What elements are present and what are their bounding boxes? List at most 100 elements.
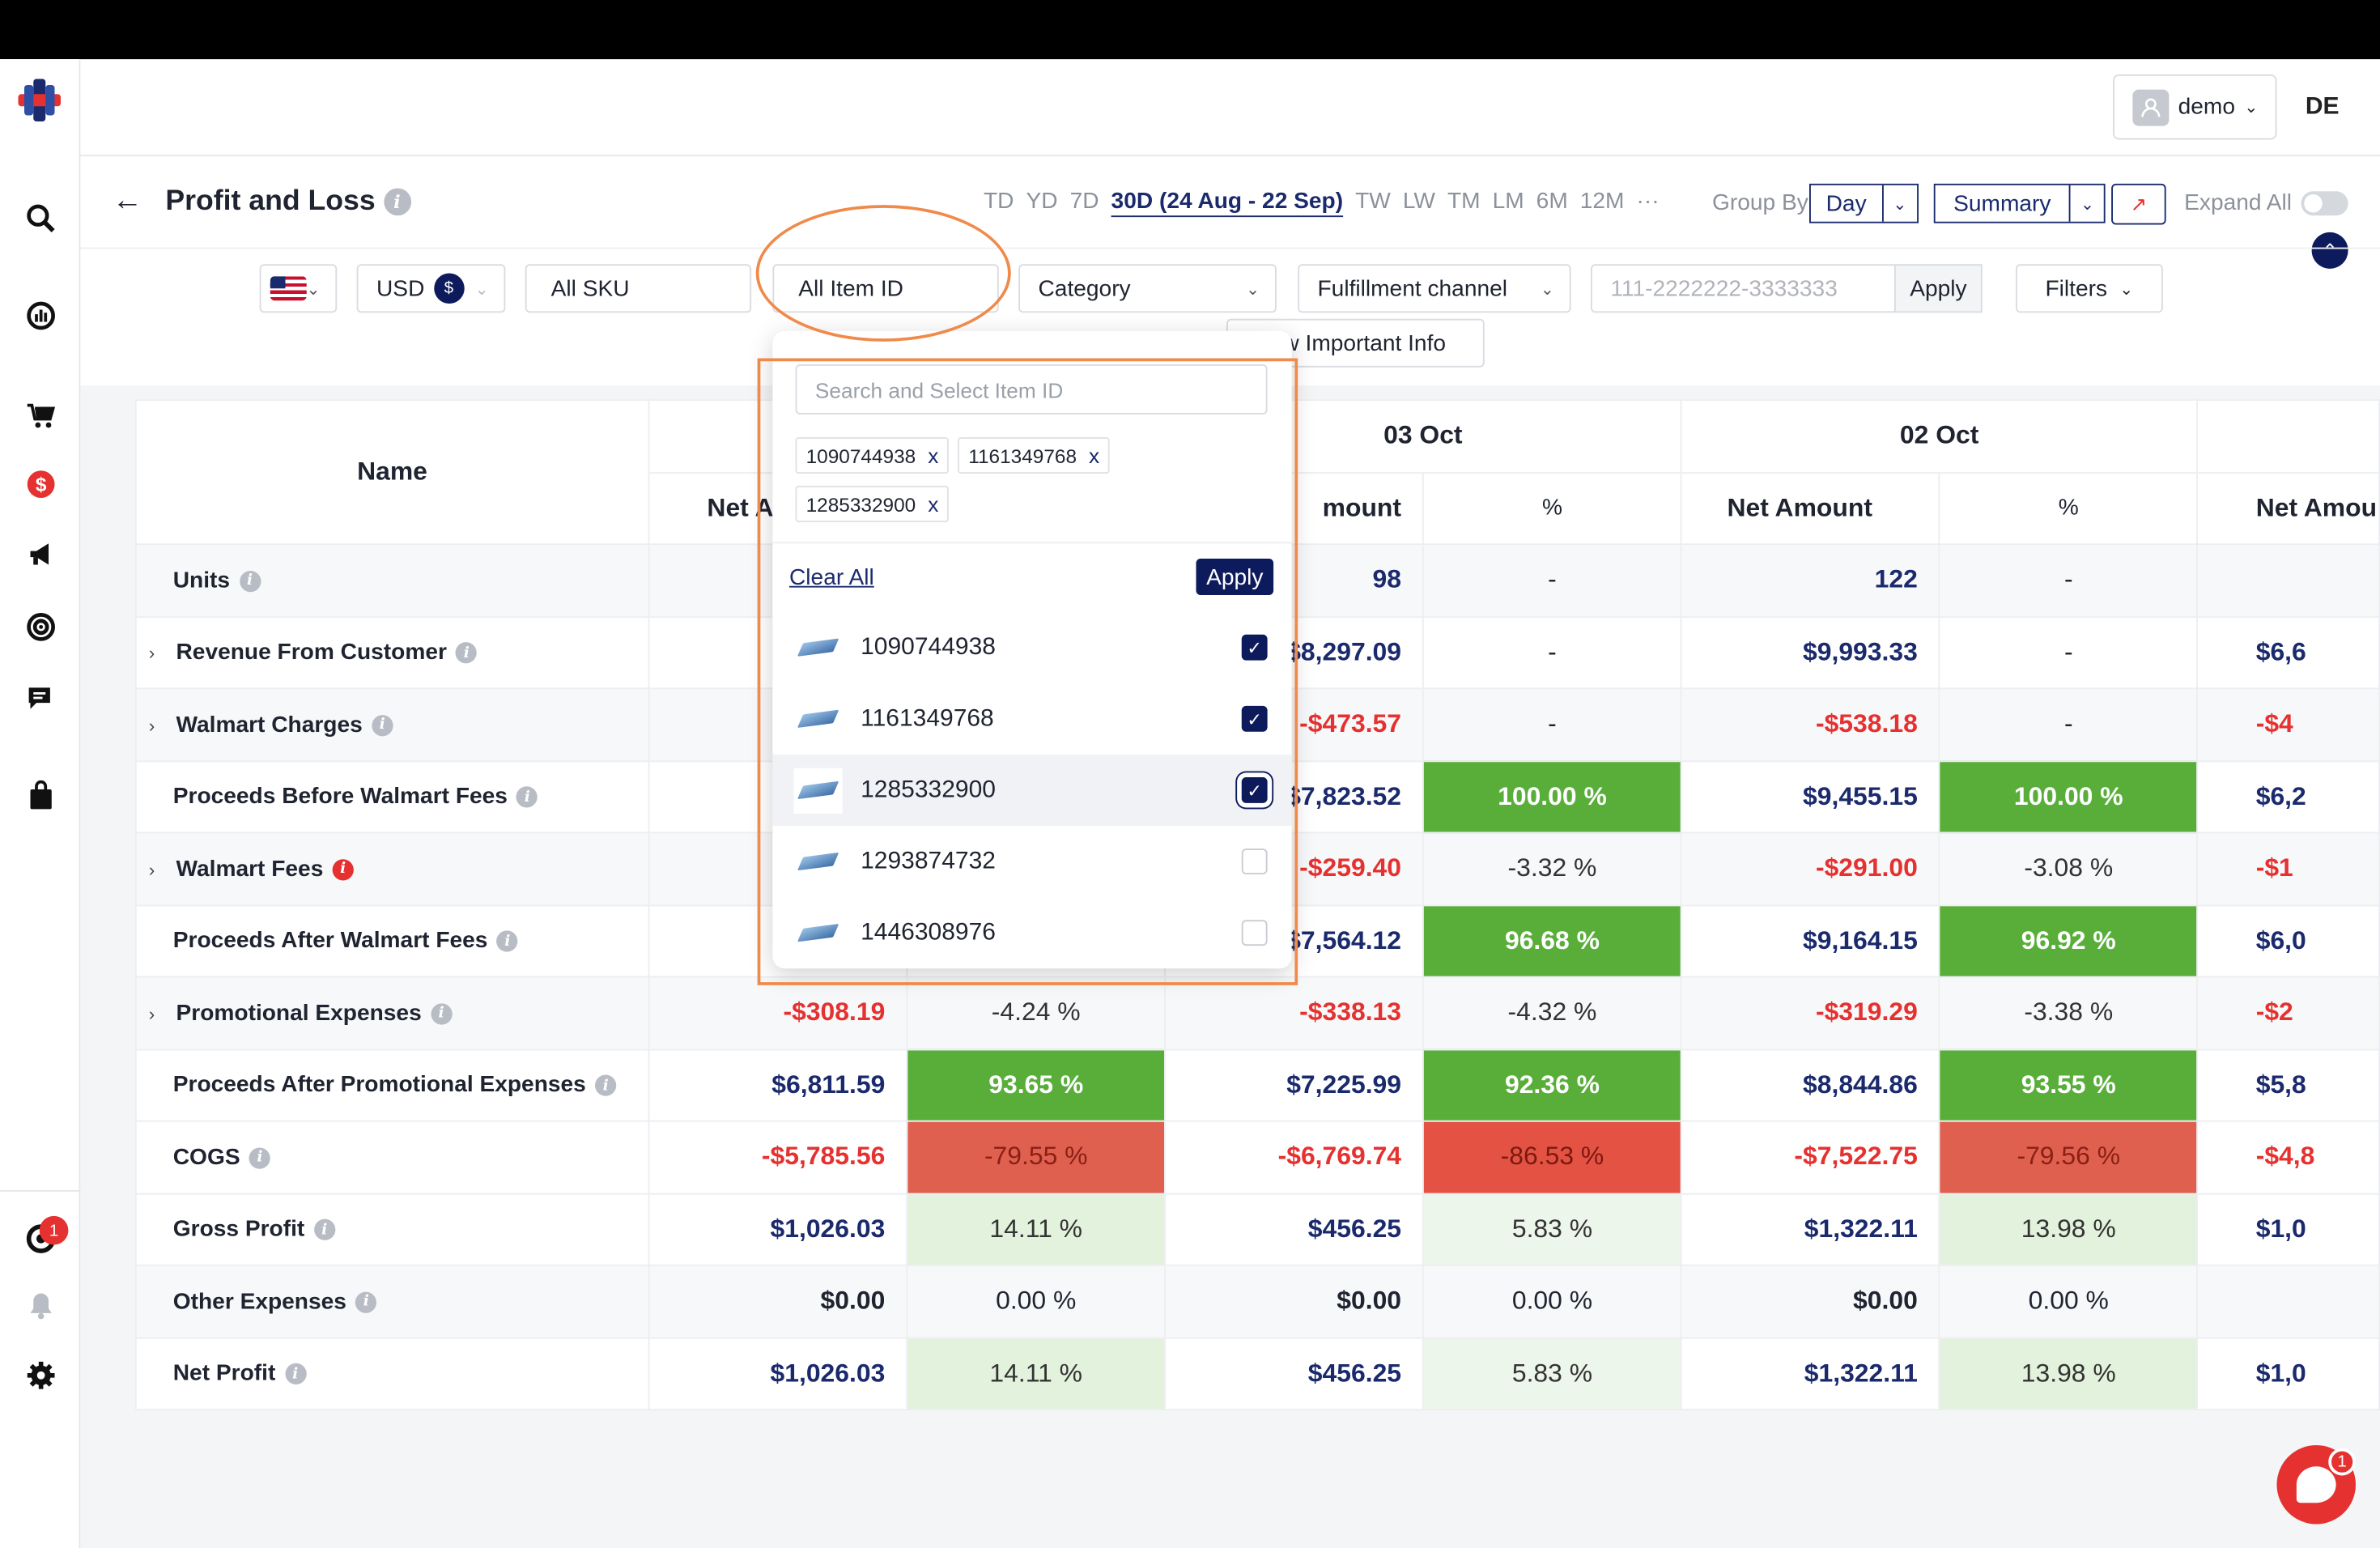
info-icon[interactable]: i [332,858,354,881]
page-title: Profit and Loss i [165,185,411,219]
range-tab[interactable]: LM [1492,188,1524,215]
net-amount-cell: $1,026.03 [648,1336,908,1410]
expand-all-toggle[interactable] [2301,191,2348,216]
range-tab[interactable]: 7D [1069,188,1099,215]
net-amount-cell: $6,2 [2196,759,2380,834]
item-option[interactable]: 1293874732 [772,826,1291,897]
info-icon[interactable]: i [355,1291,377,1313]
info-icon[interactable]: i [372,714,393,736]
back-arrow-icon[interactable]: ← [112,183,143,218]
bag-icon[interactable] [21,776,61,815]
expand-chevron-icon[interactable]: › [148,714,155,736]
range-tab[interactable]: 6M [1536,188,1568,215]
collapse-up-icon[interactable]: ⌃ [2311,232,2348,269]
group-by-select[interactable]: Day ⌄ [1809,183,1919,223]
item-option-label: 1285332900 [861,776,996,802]
net-amount-cell: $1,322.11 [1680,1336,1940,1410]
megaphone-icon[interactable] [21,534,61,574]
info-icon[interactable]: i [284,1363,306,1385]
range-tab[interactable]: 30D (24 Aug - 22 Sep) [1111,188,1344,215]
fulfillment-select[interactable]: Fulfillment channel ⌄ [1298,264,1571,313]
expand-chevron-icon[interactable]: › [148,642,155,664]
net-amount-cell: $0.00 [1680,1264,1940,1338]
row-label: Other Expenses [172,1288,346,1315]
chip-remove-icon[interactable]: x [1089,443,1100,468]
info-icon[interactable]: i [456,642,478,664]
item-option[interactable]: 1446308976 [772,897,1291,968]
percent-cell: 13.98 % [1939,1192,2199,1266]
info-icon[interactable]: i [249,1147,271,1169]
currency-select[interactable]: USD $ ⌄ [356,264,506,313]
category-select[interactable]: Category ⌄ [1018,264,1277,313]
info-icon[interactable]: i [239,570,261,592]
row-name-cell: Proceeds Before Walmart Fees i [134,759,650,834]
row-name-cell: Net Profit i [134,1336,650,1410]
dropdown-apply-button[interactable]: Apply [1196,559,1274,595]
checkbox[interactable]: ✓ [1241,634,1268,661]
chip-remove-icon[interactable]: x [928,443,939,468]
info-icon[interactable]: i [595,1075,617,1097]
range-tab[interactable]: TW [1355,188,1391,215]
chat-widget-button[interactable]: 1 [2276,1445,2356,1525]
bell-icon[interactable] [21,1286,61,1325]
date-header-partial [2196,399,2380,474]
chip-remove-icon[interactable]: x [928,491,939,517]
export-button[interactable]: ↗ [2111,183,2166,225]
cart-icon[interactable] [21,396,61,436]
item-option[interactable]: 1285332900 ✓ [772,754,1292,826]
info-icon[interactable]: i [430,1002,453,1025]
expand-chevron-icon[interactable]: › [148,1002,155,1025]
range-tab[interactable]: ··· [1636,188,1660,215]
filters-button[interactable]: Filters ⌄ [2016,264,2163,313]
info-icon[interactable]: i [313,1219,335,1241]
target-icon[interactable] [21,607,61,647]
checkbox[interactable]: ✓ [1241,777,1268,803]
info-icon[interactable]: i [496,930,518,953]
net-amount-cell: $1,026.03 [648,1192,908,1266]
user-menu-button[interactable]: demo ⌄ [2113,74,2277,140]
checkbox[interactable] [1241,920,1268,946]
item-id-select[interactable]: All Item ID [772,264,999,313]
marketplace-select[interactable]: ⌄ [259,264,338,313]
percent-cell: - [1422,543,1682,618]
row-name-cell: Units i [134,543,650,618]
table-row[interactable]: › Promotional Expenses i -$308.19 -4.24 % -$3… [134,976,2380,1050]
chevron-down-icon: ⌄ [474,279,489,299]
sku-select[interactable]: All SKU [525,264,752,313]
chat-icon[interactable] [21,678,61,718]
expand-chevron-icon[interactable]: › [148,858,155,881]
table-row: Gross Profit i $1,026.03 14.11 % $456.25 5.83… [134,1192,2380,1266]
percent-header: % [1939,471,2199,546]
range-tab[interactable]: TD [984,188,1014,215]
range-tab[interactable]: TM [1447,188,1481,215]
item-id-search-input[interactable]: Search and Select Item ID [795,364,1268,415]
net-amount-cell: $0.00 [1164,1264,1425,1338]
dashboard-icon[interactable] [21,296,61,336]
checkbox[interactable]: ✓ [1241,705,1268,732]
checkbox[interactable] [1241,848,1268,874]
view-select[interactable]: Summary ⌄ [1933,183,2106,223]
search-analytics-icon[interactable] [21,199,61,239]
gear-icon[interactable] [21,1355,61,1395]
percent-cell: -4.24 % [906,976,1166,1050]
dollar-icon[interactable]: $ [21,465,61,504]
net-amount-cell: $456.25 [1164,1336,1425,1410]
net-amount-cell: -$473.57 [1164,687,1425,762]
info-icon[interactable]: i [516,786,538,809]
show-important-info-button[interactable]: w Important Info [1226,318,1485,368]
date-range-tabs: TD YD 7D 30D (24 Aug - 22 Sep) TW LW TM LM 6M 12M… [984,189,1672,215]
clear-all-link[interactable]: Clear All [789,564,874,591]
user-initials[interactable]: DE [2305,94,2340,121]
item-option[interactable]: 1090744938 ✓ [772,612,1291,683]
info-icon[interactable]: i [383,188,411,216]
view-value: Summary [1936,185,2071,222]
range-tab[interactable]: 12M [1579,188,1625,215]
net-amount-cell: -$308.19 [648,976,908,1050]
apply-order-button[interactable]: Apply [1894,264,1983,313]
range-tab[interactable]: LW [1402,188,1435,215]
item-option[interactable]: 1161349768 ✓ [772,683,1291,755]
range-tab[interactable]: YD [1026,188,1058,215]
order-id-input[interactable]: 111-2222222-3333333 [1591,264,1898,313]
row-name-cell: › Walmart Charges i [134,687,650,762]
logo-icon[interactable] [15,76,64,125]
